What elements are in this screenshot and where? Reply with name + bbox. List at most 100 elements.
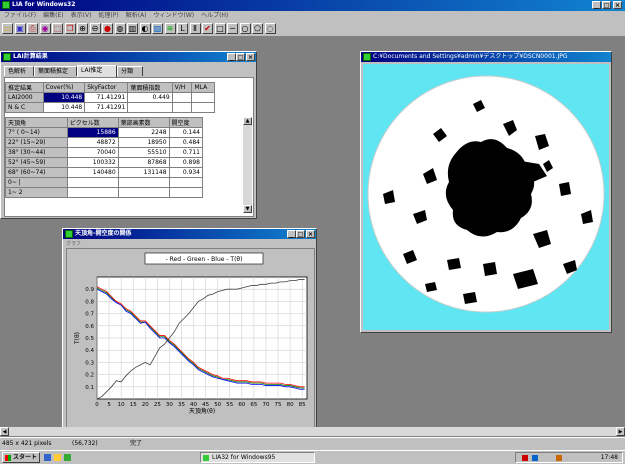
table-cell[interactable]: [171, 92, 193, 103]
table-cell[interactable]: [117, 177, 170, 188]
fill-tool-icon[interactable]: ◌: [264, 23, 276, 34]
binarize-icon[interactable]: ◐: [139, 23, 151, 34]
table-cell[interactable]: 100332: [66, 157, 119, 168]
copy-icon[interactable]: ❐: [64, 23, 76, 34]
table-cell[interactable]: 52° (45~59): [5, 157, 68, 168]
table-cell[interactable]: [66, 187, 119, 198]
polygon-tool-icon[interactable]: ⬠: [252, 23, 263, 34]
menu-item[interactable]: 処理(P): [98, 12, 119, 19]
start-button[interactable]: スタート: [2, 452, 40, 463]
menu-item[interactable]: ファイル(F): [4, 12, 37, 19]
desktop-icon[interactable]: [54, 454, 61, 461]
minimize-icon[interactable]: _: [592, 1, 601, 9]
minimize-icon[interactable]: _: [287, 230, 296, 238]
scroll-down-icon[interactable]: ▼: [243, 205, 252, 213]
tab-3[interactable]: 分類: [117, 66, 143, 76]
table-cell[interactable]: 70040: [66, 147, 119, 158]
angle-table-scrollbar[interactable]: ▲ ▼: [243, 117, 252, 213]
table-row[interactable]: 0~ |: [5, 177, 204, 188]
table-cell[interactable]: 10.448: [42, 92, 86, 103]
lai-icon[interactable]: L: [177, 23, 188, 34]
maximize-icon[interactable]: □: [296, 230, 305, 238]
tab-2[interactable]: LAI推定: [77, 65, 117, 77]
minimize-icon[interactable]: _: [227, 53, 236, 61]
volume-icon[interactable]: [556, 455, 562, 461]
print-icon[interactable]: ⎙: [27, 23, 38, 34]
table-cell[interactable]: 0~ |: [5, 177, 68, 188]
line-tool-icon[interactable]: ─: [227, 23, 238, 34]
table-cell[interactable]: [191, 102, 215, 113]
table-row[interactable]: N & C 10.448 71.41291: [5, 102, 215, 113]
circle-tool-icon[interactable]: ○: [239, 23, 251, 34]
tab-1[interactable]: 葉面積推定: [34, 66, 77, 76]
table-cell[interactable]: [191, 92, 215, 103]
table-cell[interactable]: [127, 102, 173, 113]
table-cell[interactable]: 55510: [117, 147, 170, 158]
color-icon[interactable]: ●: [102, 23, 113, 34]
close-icon[interactable]: ×: [613, 1, 622, 9]
language-icon[interactable]: [532, 455, 538, 461]
table-cell[interactable]: 140480: [66, 167, 119, 178]
table-cell[interactable]: 0.711: [168, 147, 204, 158]
zoom-in-icon[interactable]: ⊕: [77, 23, 88, 34]
taskbar-item-lia[interactable]: LIA32 for Windows95: [200, 452, 315, 463]
scroll-up-icon[interactable]: ▲: [243, 117, 252, 125]
table-cell[interactable]: 131148: [117, 167, 170, 178]
table-row[interactable]: LAI2000 10.448 71.41291 0.449: [5, 92, 215, 103]
menu-item[interactable]: 編集(E): [43, 12, 64, 19]
close-icon[interactable]: ×: [246, 53, 255, 61]
table-row[interactable]: 68° (60~74) 140480 131148 0.934: [5, 167, 204, 178]
table-row[interactable]: 52° (45~59) 100332 87868 0.898: [5, 157, 204, 168]
close-icon[interactable]: ×: [306, 230, 315, 238]
table-cell[interactable]: 0.898: [168, 157, 204, 168]
menu-item[interactable]: ウィンドウ(W): [153, 12, 195, 19]
table-cell[interactable]: 15886: [66, 127, 119, 138]
histogram-icon[interactable]: ▥: [127, 23, 138, 34]
table-cell[interactable]: 71.41291: [84, 102, 129, 113]
save-icon[interactable]: ▣: [14, 23, 26, 34]
table-cell[interactable]: 0.449: [127, 92, 173, 103]
table-row[interactable]: 22° (15~29) 48872 18950 0.484: [5, 137, 204, 148]
table-cell[interactable]: 18950: [117, 137, 170, 148]
table-cell[interactable]: N & C: [5, 102, 44, 113]
ime-icon[interactable]: [522, 455, 528, 461]
table-cell[interactable]: 1~ 2: [5, 187, 68, 198]
table-cell[interactable]: 0.934: [168, 167, 204, 178]
table-row[interactable]: 1~ 2: [5, 187, 204, 198]
table-cell[interactable]: [66, 177, 119, 188]
table-cell[interactable]: [171, 102, 193, 113]
rect-tool-icon[interactable]: □: [214, 23, 226, 34]
stats-icon[interactable]: ≋: [164, 23, 176, 34]
ie-icon[interactable]: [44, 454, 51, 461]
table-cell[interactable]: [117, 187, 170, 198]
table-cell[interactable]: 87868: [117, 157, 170, 168]
table-row[interactable]: 38° (30~44) 70040 55510 0.711: [5, 147, 204, 158]
open-icon[interactable]: ▭: [2, 23, 13, 34]
menu-item[interactable]: 解析(A): [125, 12, 147, 19]
table-cell[interactable]: 10.448: [42, 102, 86, 113]
table-cell[interactable]: 2248: [117, 127, 170, 138]
menu-item[interactable]: ヘルプ(H): [201, 12, 229, 19]
scroll-left-icon[interactable]: ◀: [0, 427, 9, 436]
table-cell[interactable]: 71.41291: [84, 92, 129, 103]
table-cell[interactable]: LAI2000: [5, 92, 44, 103]
table-cell[interactable]: 48872: [66, 137, 119, 148]
table-cell[interactable]: 38° (30~44): [5, 147, 68, 158]
maximize-icon[interactable]: □: [602, 1, 611, 9]
scroll-right-icon[interactable]: ▶: [616, 427, 625, 436]
h-scrollbar[interactable]: ◀ ▶: [0, 427, 625, 436]
channel-icon[interactable]: [64, 454, 71, 461]
table-row[interactable]: 7° ( 0~14) 15886 2248 0.144: [5, 127, 204, 138]
select-icon[interactable]: ⬚: [52, 23, 63, 34]
table-cell[interactable]: [168, 187, 204, 198]
zoom-out-icon[interactable]: ⊖: [89, 23, 101, 34]
lai2-icon[interactable]: Ⅱ: [189, 23, 201, 34]
table-cell[interactable]: 68° (60~74): [5, 167, 68, 178]
table-cell[interactable]: [168, 177, 204, 188]
table-cell[interactable]: 0.144: [168, 127, 204, 138]
maximize-icon[interactable]: □: [236, 53, 245, 61]
filter-icon[interactable]: ◍: [114, 23, 126, 34]
table-cell[interactable]: 7° ( 0~14): [5, 127, 68, 138]
table-cell[interactable]: 0.484: [168, 137, 204, 148]
table-cell[interactable]: 22° (15~29): [5, 137, 68, 148]
